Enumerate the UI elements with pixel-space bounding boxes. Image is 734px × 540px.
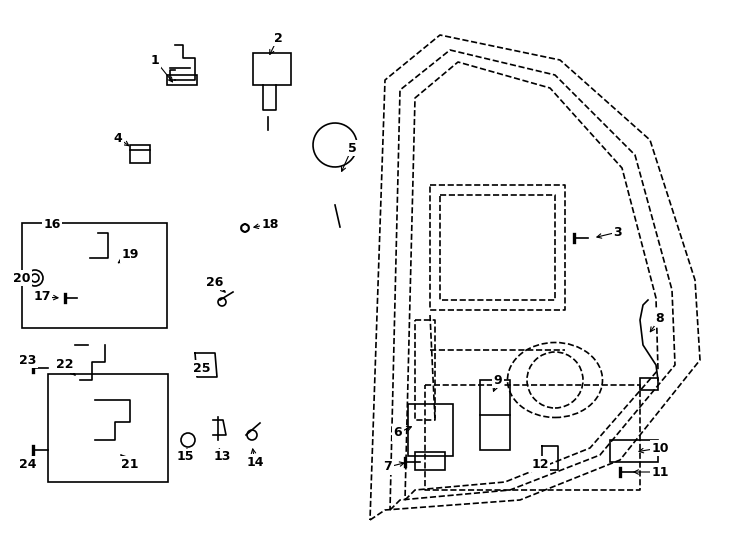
Bar xyxy=(480,380,510,450)
Text: 21: 21 xyxy=(121,457,139,470)
Text: 2: 2 xyxy=(274,31,283,44)
Text: 4: 4 xyxy=(114,132,123,145)
Text: 14: 14 xyxy=(246,456,264,469)
Text: 8: 8 xyxy=(655,312,664,325)
Bar xyxy=(130,145,150,163)
Bar xyxy=(167,75,197,85)
Text: 11: 11 xyxy=(651,465,669,478)
Bar xyxy=(253,53,291,85)
Text: 13: 13 xyxy=(214,450,230,463)
Text: 3: 3 xyxy=(614,226,622,239)
Text: 1: 1 xyxy=(150,53,159,66)
Text: 24: 24 xyxy=(19,457,37,470)
Text: 16: 16 xyxy=(43,219,61,232)
Bar xyxy=(415,452,445,470)
Text: 18: 18 xyxy=(261,218,279,231)
Text: 12: 12 xyxy=(531,457,549,470)
Text: 26: 26 xyxy=(206,275,224,288)
Text: 22: 22 xyxy=(57,359,73,372)
Text: 15: 15 xyxy=(176,450,194,463)
Text: 6: 6 xyxy=(393,427,402,440)
Text: 20: 20 xyxy=(13,272,31,285)
Text: 19: 19 xyxy=(121,248,139,261)
Text: 10: 10 xyxy=(651,442,669,455)
Text: 5: 5 xyxy=(348,141,357,154)
Bar xyxy=(640,378,658,390)
Text: 7: 7 xyxy=(384,461,393,474)
Text: 9: 9 xyxy=(494,374,502,387)
Bar xyxy=(408,404,453,456)
Bar xyxy=(610,440,658,462)
Text: 23: 23 xyxy=(19,354,37,367)
Text: 17: 17 xyxy=(33,291,51,303)
Text: 25: 25 xyxy=(193,361,211,375)
